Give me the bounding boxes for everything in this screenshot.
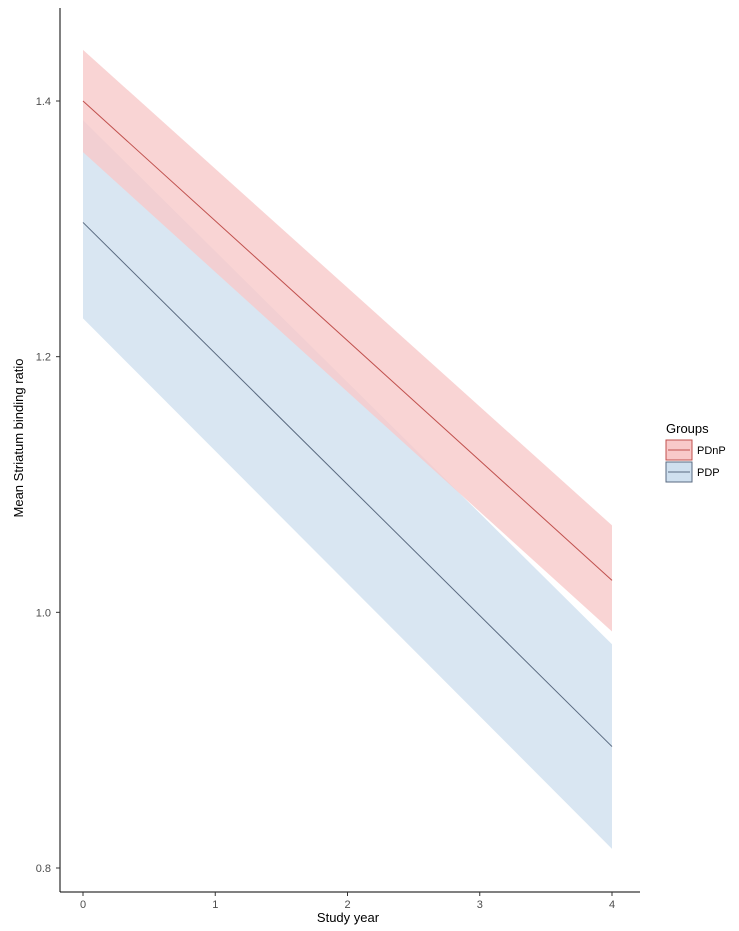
x-tick-label: 1 <box>212 899 218 911</box>
axes <box>59 8 640 893</box>
x-tick-label: 3 <box>477 899 483 911</box>
y-tick-label: 1.4 <box>36 96 51 108</box>
y-tick-label: 1.2 <box>36 352 51 364</box>
x-axis-title: Study year <box>317 910 380 925</box>
y-tick-label: 0.8 <box>36 863 51 875</box>
legend-title: Groups <box>666 421 709 436</box>
y-tick-label: 1.0 <box>36 607 51 619</box>
series-line-pdp <box>82 222 613 747</box>
series-line-pdnp <box>82 100 613 581</box>
legend: Groups PDnP PDP <box>665 421 726 483</box>
x-tick-label: 2 <box>344 899 350 911</box>
x-ticks: 0 1 2 3 4 <box>80 892 615 911</box>
x-tick-label: 0 <box>80 899 86 911</box>
y-ticks: 0.8 1.0 1.2 1.4 <box>36 96 60 875</box>
x-tick-label: 4 <box>609 899 615 911</box>
legend-label-pdnp: PDnP <box>697 445 726 457</box>
y-axis-title: Mean Striatum binding ratio <box>11 359 26 518</box>
legend-label-pdp: PDP <box>697 467 720 479</box>
series-lines <box>82 100 613 747</box>
ci-ribbons <box>83 49 612 849</box>
